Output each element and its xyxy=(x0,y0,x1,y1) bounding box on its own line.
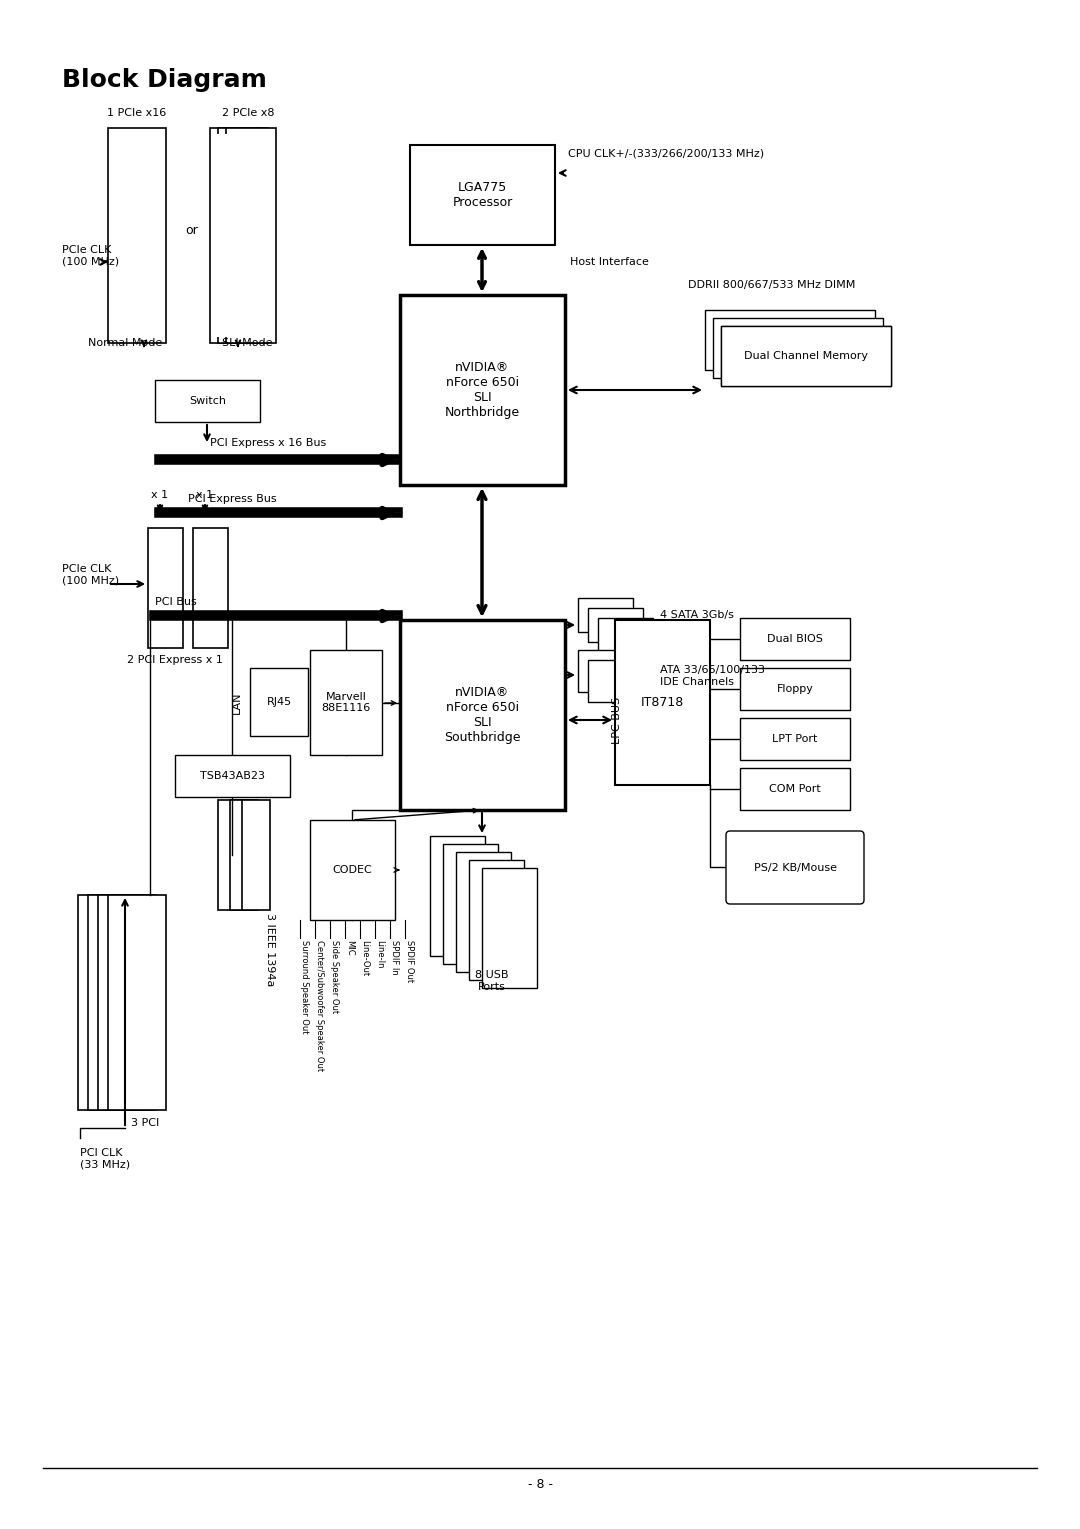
Bar xyxy=(721,326,891,385)
Text: or: or xyxy=(186,223,199,237)
Bar xyxy=(156,381,260,422)
Bar xyxy=(218,128,268,342)
Text: 3 IEEE 1394a: 3 IEEE 1394a xyxy=(265,913,275,986)
Bar xyxy=(310,820,395,920)
Text: IT8718: IT8718 xyxy=(640,696,684,709)
Bar xyxy=(175,755,291,797)
Text: 1 PCIe x16: 1 PCIe x16 xyxy=(107,109,166,118)
Text: Line-Out: Line-Out xyxy=(360,940,369,976)
Bar xyxy=(193,528,228,648)
Text: PCI Bus: PCI Bus xyxy=(156,596,197,607)
Bar xyxy=(740,668,850,709)
Bar xyxy=(721,326,891,385)
Text: LAN: LAN xyxy=(232,691,242,714)
Text: Dual Channel Memory: Dual Channel Memory xyxy=(744,352,868,361)
Text: PCIe CLK
(100 MHz): PCIe CLK (100 MHz) xyxy=(62,245,119,266)
Text: Switch: Switch xyxy=(189,396,226,407)
Text: ATA 33/66/100/133
IDE Channels: ATA 33/66/100/133 IDE Channels xyxy=(660,665,765,687)
Text: 3 PCI: 3 PCI xyxy=(131,1118,159,1128)
Bar xyxy=(98,894,156,1110)
Bar xyxy=(114,135,160,336)
Bar xyxy=(218,800,246,910)
Text: Floppy: Floppy xyxy=(777,683,813,694)
Text: - 8 -: - 8 - xyxy=(527,1479,553,1491)
Text: RJ45: RJ45 xyxy=(267,697,292,706)
Text: PS/2 KB/Mouse: PS/2 KB/Mouse xyxy=(754,862,837,873)
Bar xyxy=(740,719,850,760)
Bar xyxy=(114,135,160,336)
Bar xyxy=(705,310,875,370)
Text: PCI Express x 16 Bus: PCI Express x 16 Bus xyxy=(210,437,326,448)
Text: Side Speaker Out: Side Speaker Out xyxy=(330,940,339,1014)
Text: PCI CLK
(33 MHz): PCI CLK (33 MHz) xyxy=(80,1148,130,1170)
Bar xyxy=(242,800,270,910)
Bar xyxy=(713,318,883,378)
Bar xyxy=(400,619,565,810)
Text: CPU CLK+/-(333/266/200/133 MHz): CPU CLK+/-(333/266/200/133 MHz) xyxy=(568,148,765,157)
Text: Block Diagram: Block Diagram xyxy=(62,67,267,92)
Text: LPT Port: LPT Port xyxy=(772,734,818,745)
Text: TSB43AB23: TSB43AB23 xyxy=(200,771,265,781)
Bar xyxy=(216,135,254,336)
Text: Dual BIOS: Dual BIOS xyxy=(767,635,823,644)
Text: Center/Subwoofer Speaker Out: Center/Subwoofer Speaker Out xyxy=(315,940,324,1072)
Bar xyxy=(598,618,653,651)
Text: SLI Mode: SLI Mode xyxy=(222,338,272,349)
Bar xyxy=(226,128,276,342)
Text: SPDIF Out: SPDIF Out xyxy=(405,940,414,982)
Bar xyxy=(78,894,136,1110)
Bar xyxy=(740,768,850,810)
Bar xyxy=(249,668,308,735)
Text: 8 USB
Ports: 8 USB Ports xyxy=(475,969,509,992)
Bar xyxy=(588,609,643,642)
Text: 2 PCIe x8: 2 PCIe x8 xyxy=(221,109,274,118)
Bar xyxy=(210,128,260,342)
Text: nVIDIA®
nForce 650i
SLI
Northbridge: nVIDIA® nForce 650i SLI Northbridge xyxy=(445,361,521,419)
Bar xyxy=(108,128,166,342)
Text: MIC: MIC xyxy=(345,940,354,956)
Text: LGA775
Processor: LGA775 Processor xyxy=(453,180,513,209)
Text: 2 PCI Express x 1: 2 PCI Express x 1 xyxy=(127,654,222,665)
Text: Marvell
88E1116: Marvell 88E1116 xyxy=(322,691,370,714)
Text: Host Interface: Host Interface xyxy=(570,257,649,268)
Bar xyxy=(482,868,537,988)
Bar xyxy=(578,598,633,631)
Bar xyxy=(400,295,565,485)
Text: DDRII 800/667/533 MHz DIMM: DDRII 800/667/533 MHz DIMM xyxy=(688,280,855,291)
Text: PCIe CLK
(100 MHz): PCIe CLK (100 MHz) xyxy=(62,564,119,586)
Bar xyxy=(443,844,498,963)
Text: 4 SATA 3Gb/s: 4 SATA 3Gb/s xyxy=(660,610,734,619)
Text: SPDIF In: SPDIF In xyxy=(390,940,399,976)
Bar xyxy=(148,528,183,648)
Text: x 1: x 1 xyxy=(197,489,214,500)
Bar xyxy=(469,859,524,980)
Bar xyxy=(310,650,382,755)
Text: Line-In: Line-In xyxy=(375,940,384,968)
Bar xyxy=(588,661,653,702)
Text: CODEC: CODEC xyxy=(333,865,373,875)
Bar xyxy=(87,894,146,1110)
Text: PCI Express Bus: PCI Express Bus xyxy=(188,494,276,505)
Text: x 1: x 1 xyxy=(151,489,168,500)
Bar xyxy=(108,894,166,1110)
FancyBboxPatch shape xyxy=(726,830,864,904)
Bar xyxy=(578,650,643,693)
Text: nVIDIA®
nForce 650i
SLI
Southbridge: nVIDIA® nForce 650i SLI Southbridge xyxy=(444,687,521,745)
Bar xyxy=(430,836,485,956)
Bar xyxy=(740,618,850,661)
Text: Normal Mode: Normal Mode xyxy=(87,338,162,349)
Bar xyxy=(615,619,710,784)
Text: LPC BUS: LPC BUS xyxy=(612,696,622,743)
Text: COM Port: COM Port xyxy=(769,784,821,794)
Bar xyxy=(230,800,258,910)
Text: Surround Speaker Out: Surround Speaker Out xyxy=(300,940,309,1034)
Bar xyxy=(410,145,555,245)
Bar xyxy=(456,852,511,972)
